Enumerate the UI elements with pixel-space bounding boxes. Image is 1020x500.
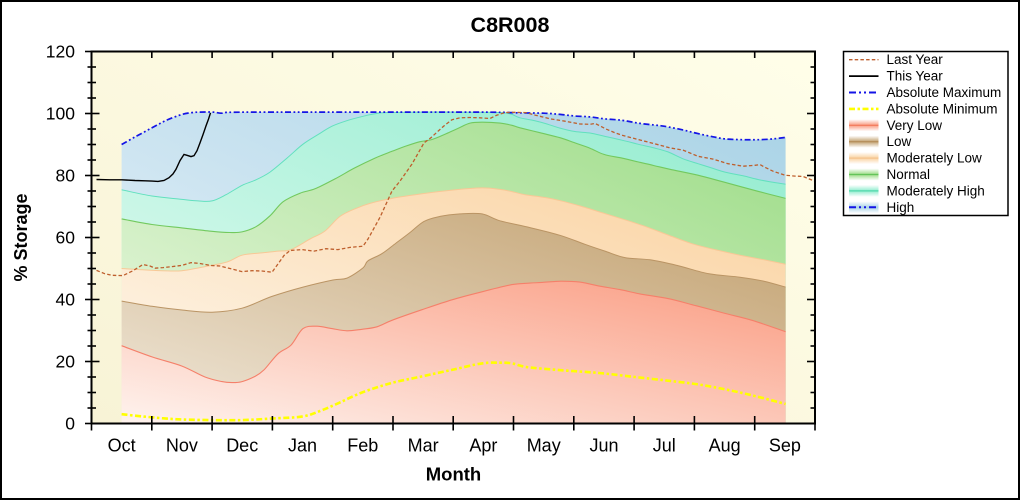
svg-text:Aug: Aug [709,436,741,456]
svg-text:Normal: Normal [887,167,931,182]
svg-text:60: 60 [56,228,76,248]
svg-text:Very Low: Very Low [887,118,943,133]
svg-text:Low: Low [887,134,912,149]
svg-text:Last Year: Last Year [887,52,944,67]
svg-text:80: 80 [56,166,76,186]
svg-text:Jun: Jun [589,436,618,456]
svg-text:This Year: This Year [887,69,944,84]
svg-text:100: 100 [46,104,75,124]
svg-text:0: 0 [65,414,75,434]
svg-text:May: May [527,436,561,456]
svg-text:Absolute Minimum: Absolute Minimum [887,101,998,116]
svg-text:40: 40 [56,290,76,310]
svg-text:Feb: Feb [347,436,378,456]
svg-text:% Storage: % Storage [11,193,31,281]
svg-text:Absolute Maximum: Absolute Maximum [887,85,1002,100]
svg-text:Mar: Mar [408,436,439,456]
svg-text:Moderately Low: Moderately Low [887,151,983,166]
svg-text:120: 120 [46,42,75,62]
svg-text:Oct: Oct [108,436,136,456]
svg-text:Nov: Nov [166,436,198,456]
svg-text:Moderately High: Moderately High [887,183,985,198]
svg-text:Month: Month [426,464,481,485]
svg-text:Dec: Dec [226,436,258,456]
svg-text:20: 20 [56,352,76,372]
svg-text:High: High [887,200,915,215]
svg-text:Apr: Apr [469,436,497,456]
svg-text:Jan: Jan [288,436,317,456]
svg-text:Sep: Sep [769,436,801,456]
svg-text:Jul: Jul [653,436,676,456]
svg-text:C8R008: C8R008 [471,13,550,37]
